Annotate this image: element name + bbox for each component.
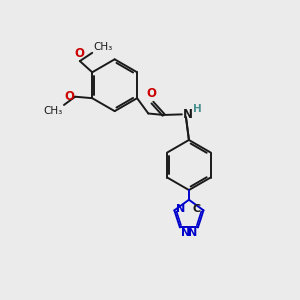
Text: N: N xyxy=(183,108,193,121)
Text: O: O xyxy=(146,87,156,100)
Text: O: O xyxy=(64,90,74,103)
Text: O: O xyxy=(75,47,85,60)
Text: CH₃: CH₃ xyxy=(94,42,113,52)
Text: N: N xyxy=(188,228,197,238)
Text: N: N xyxy=(176,204,185,214)
Text: CH₃: CH₃ xyxy=(43,106,62,116)
Text: C: C xyxy=(193,204,201,214)
Text: N: N xyxy=(181,228,190,238)
Text: H: H xyxy=(193,104,202,114)
